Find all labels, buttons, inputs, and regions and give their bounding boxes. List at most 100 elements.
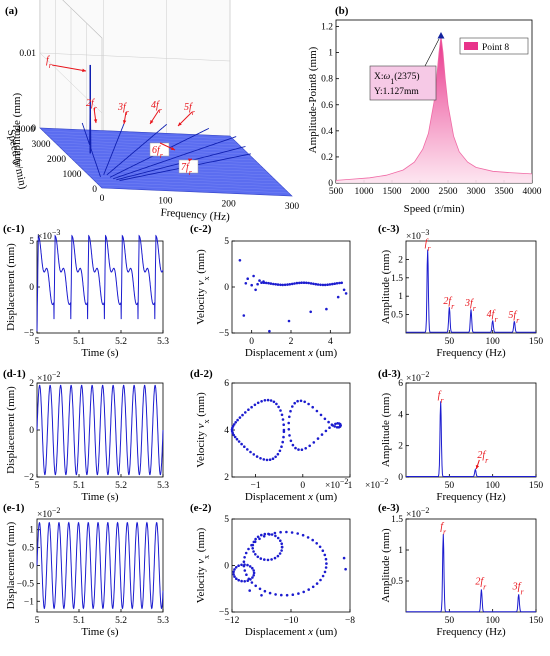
panel-e2-point xyxy=(324,566,328,569)
panel-e2-point xyxy=(267,532,270,536)
panel-e1-ytick-label: −0.5 xyxy=(17,579,34,589)
panel-b-datatip-y: Y:1.127mm xyxy=(374,87,419,97)
panel-e2-point xyxy=(297,592,300,595)
panel-e3-xtick-label: 50 xyxy=(445,616,455,626)
panel-d1-xtick-label: 5.2 xyxy=(115,481,127,491)
panel-d2-point xyxy=(265,458,269,462)
panel-e2-point xyxy=(252,571,256,575)
panel-e2-point xyxy=(318,545,322,549)
panel-b-xtick-label: 4000 xyxy=(523,187,542,197)
panel-e2-point xyxy=(254,553,257,556)
panel-d2-point xyxy=(294,446,297,450)
panel-e2-point xyxy=(240,579,243,583)
panel-d2-point xyxy=(241,413,244,417)
panel-d2-point xyxy=(272,400,276,404)
panel-e1-xtick-label: 5.2 xyxy=(115,616,127,626)
panel-d2-point xyxy=(291,443,295,447)
panel-c2-point xyxy=(309,310,313,314)
panel-e3-label: (e-3) xyxy=(378,502,400,514)
panel-e2-xlabel: Displacement x (um) xyxy=(245,626,338,638)
panel-d2-point xyxy=(299,399,303,403)
panel-e2-point xyxy=(321,574,325,578)
panel-e2-point xyxy=(245,573,248,576)
panel-e2-point xyxy=(268,591,272,595)
panel-d2-point xyxy=(297,448,300,451)
panel-e2-point xyxy=(273,531,277,535)
panel-a-surface-line xyxy=(46,133,237,143)
panel-e3-peak-label-1: fr xyxy=(440,522,447,537)
panel-d3-ytick-label: 6 xyxy=(398,379,403,389)
panel-e2-point xyxy=(235,577,238,580)
panel-b-ytick-label: 0.4 xyxy=(321,127,333,137)
panel-b-xlabel: Speed (r/min) xyxy=(404,203,465,215)
panel-a-surface-line xyxy=(86,172,277,182)
panel-e2-point xyxy=(258,537,261,541)
panel-c2-point xyxy=(302,281,306,285)
panel-c2-point xyxy=(316,283,320,286)
panel-d2-point xyxy=(268,458,272,462)
panel-c3-label: (c-3) xyxy=(378,223,400,235)
panel-c3-peak-label-5: 5fr xyxy=(508,310,520,325)
panel-d1-xlabel: Time (s) xyxy=(81,491,119,503)
panel-c2-point xyxy=(314,282,318,286)
panel-e1-ytick-label: 0.5 xyxy=(22,544,34,554)
panel-d2-point xyxy=(289,439,293,443)
panel-b-marker xyxy=(437,32,445,39)
panel-c3-xtick-label: 50 xyxy=(445,337,455,347)
panel-d2-point xyxy=(288,415,291,419)
panel-c2-point xyxy=(342,288,346,292)
panel-d3-ytick-label: 0 xyxy=(398,473,403,483)
panel-a-surface-line xyxy=(49,136,240,146)
panel-e2-point xyxy=(233,575,236,578)
panel-c2-point xyxy=(279,283,282,287)
panel-d2-point xyxy=(287,428,291,431)
panel-d2-point xyxy=(260,400,263,403)
panel-c1-xtick-label: 5 xyxy=(35,337,40,347)
panel-d2-point xyxy=(253,403,257,407)
panel-c2-point xyxy=(238,259,242,262)
panel-c1-line xyxy=(36,234,164,332)
panel-c2-point xyxy=(312,282,315,286)
panel-c2-point xyxy=(300,281,303,285)
panel-e3-exp: ×10−2 xyxy=(406,506,429,521)
panel-d2-point xyxy=(236,418,239,422)
panel-c3-ytick-label: 1.5 xyxy=(391,274,403,284)
panel-e2-point xyxy=(259,557,263,560)
panel-e2-xtick-label: −12 xyxy=(225,616,240,626)
panel-c3-xlabel: Frequency (Hz) xyxy=(436,347,506,359)
panel-c2-ylabel: Velocity vx (mm) xyxy=(195,249,211,325)
panel-a-order-arrow-7-head xyxy=(188,158,192,162)
panel-c2-point xyxy=(298,281,301,285)
panel-d2-point xyxy=(282,423,286,427)
panel-e2-point xyxy=(246,579,249,582)
panel-d2-point xyxy=(281,440,285,444)
panel-d2-ytick-label: 6 xyxy=(224,379,229,389)
panel-d2-point xyxy=(233,435,237,439)
panel-d3-line xyxy=(406,401,536,477)
panel-c3-xtick-label: 150 xyxy=(529,337,544,347)
panel-d3-exp2: ×10−2 xyxy=(365,477,388,492)
panel-c2-point xyxy=(272,282,275,286)
panel-e3-ytick-label: 0.5 xyxy=(391,577,403,587)
panel-c3-peak-label-3: 3fr xyxy=(464,298,477,313)
panel-c2-point xyxy=(287,319,291,323)
panel-d2-point xyxy=(234,421,237,424)
panel-e1-ytick-label: 1 xyxy=(29,526,34,536)
panel-c1-label: (c-1) xyxy=(3,223,25,235)
panel-d2-point xyxy=(315,409,319,413)
panel-d1-ytick-label: −2 xyxy=(24,473,34,483)
panel-a-order-arrow-5-head xyxy=(178,122,182,126)
panel-e2-point xyxy=(324,557,328,561)
panel-c3-peak-label-4: 4fr xyxy=(487,309,499,324)
panel-e3-line xyxy=(406,534,536,613)
panel-e2-point xyxy=(323,570,327,574)
panel-a-surface-line xyxy=(89,175,280,185)
panel-e2-point xyxy=(311,538,315,542)
panel-d2-point xyxy=(252,453,256,456)
panel-a-surface-line xyxy=(74,160,265,170)
panel-a-order-arrow-2-head xyxy=(93,119,98,123)
panel-c2-frame xyxy=(231,240,351,334)
panel-e2-point xyxy=(280,546,284,549)
panel-e2-point xyxy=(252,550,255,553)
panel-e2-point xyxy=(319,578,322,582)
